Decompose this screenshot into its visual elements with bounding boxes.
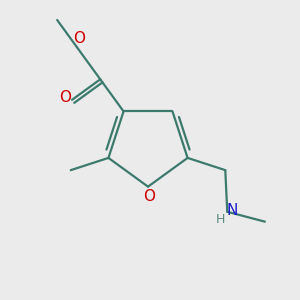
- Text: O: O: [59, 90, 71, 105]
- Text: O: O: [143, 189, 155, 204]
- Text: O: O: [73, 31, 85, 46]
- Text: H: H: [216, 213, 225, 226]
- Text: N: N: [226, 203, 238, 218]
